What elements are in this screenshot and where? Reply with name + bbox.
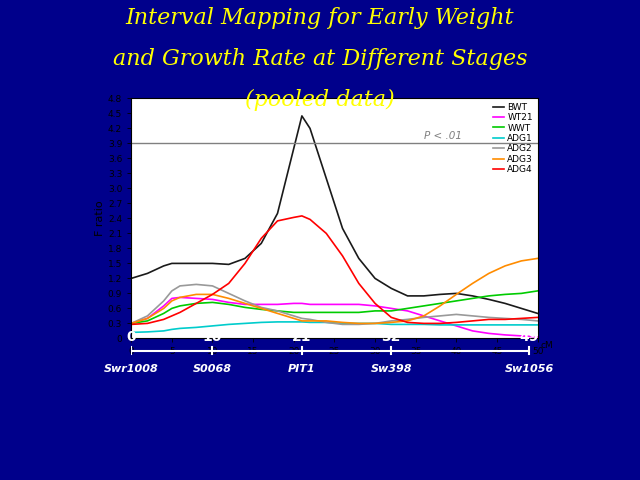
Text: Interval Mapping for Early Weight: Interval Mapping for Early Weight xyxy=(125,7,515,29)
Text: 21: 21 xyxy=(292,330,312,344)
Text: 32: 32 xyxy=(381,330,401,344)
Text: S0068: S0068 xyxy=(193,364,232,374)
Text: cM: cM xyxy=(540,341,553,350)
Text: 0: 0 xyxy=(126,330,136,344)
Text: (pooled data): (pooled data) xyxy=(245,89,395,111)
Text: P < .01: P < .01 xyxy=(424,132,462,142)
Text: Sw1056: Sw1056 xyxy=(505,364,554,374)
Legend: BWT, WT21, WWT, ADG1, ADG2, ADG3, ADG4: BWT, WT21, WWT, ADG1, ADG2, ADG3, ADG4 xyxy=(493,103,533,174)
Text: 10: 10 xyxy=(203,330,222,344)
Y-axis label: F ratio: F ratio xyxy=(95,201,105,236)
Text: and Growth Rate at Different Stages: and Growth Rate at Different Stages xyxy=(113,48,527,70)
Text: Swr1008: Swr1008 xyxy=(104,364,159,374)
Text: PIT1: PIT1 xyxy=(288,364,316,374)
Text: 49: 49 xyxy=(520,330,539,344)
Text: Sw398: Sw398 xyxy=(371,364,412,374)
